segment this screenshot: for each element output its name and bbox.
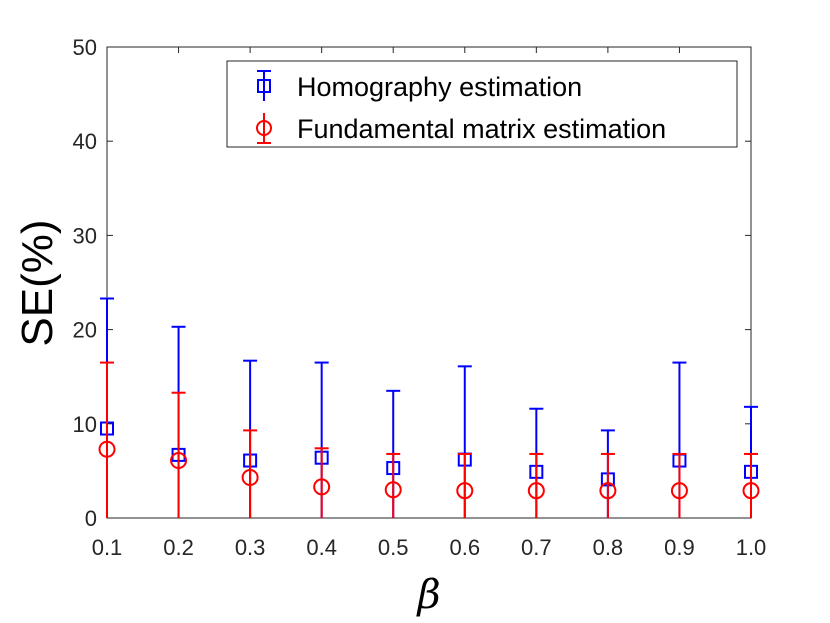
data-point-circle xyxy=(670,482,688,500)
x-tick-label: 0.2 xyxy=(163,535,194,560)
x-axis-label: β xyxy=(415,572,440,618)
data-point-circle xyxy=(170,452,188,470)
legend-label-homography: Homography estimation xyxy=(297,72,582,102)
x-tick-label: 0.4 xyxy=(306,535,337,560)
legend-entry-fundamental: Fundamental matrix estimation xyxy=(256,113,666,144)
y-axis-label: SE(%) xyxy=(13,219,62,346)
y-tick-label: 10 xyxy=(73,412,97,437)
x-axis: 0.1 0.2 0.3 0.4 0.5 0.6 0.7 0.8 0.9 1.0 xyxy=(92,47,767,560)
legend-entry-homography: Homography estimation xyxy=(257,70,582,102)
legend-circle-marker-icon xyxy=(256,120,272,136)
x-tick-label: 0.7 xyxy=(521,535,552,560)
legend-box xyxy=(226,60,738,148)
legend-square-marker-icon xyxy=(257,79,271,93)
x-tick-label: 1.0 xyxy=(736,535,767,560)
data-point-circle xyxy=(527,482,545,500)
data-point-circle xyxy=(241,468,259,486)
data-point-circle xyxy=(98,440,116,458)
x-tick-label: 0.3 xyxy=(235,535,266,560)
y-tick-label: 30 xyxy=(73,223,97,248)
y-tick-label: 40 xyxy=(73,129,97,154)
y-tick-label: 50 xyxy=(73,35,97,60)
data-point-circle xyxy=(599,482,617,500)
x-tick-label: 0.6 xyxy=(449,535,480,560)
data-point-circle xyxy=(313,478,331,496)
data-point-circle xyxy=(742,482,760,500)
legend: Homography estimation Fundamental matrix… xyxy=(226,60,738,148)
series-fundamental xyxy=(98,361,760,518)
x-tick-label: 0.9 xyxy=(664,535,695,560)
legend-label-fundamental: Fundamental matrix estimation xyxy=(297,114,666,144)
x-tick-label: 0.8 xyxy=(593,535,624,560)
x-tick-label: 0.5 xyxy=(378,535,409,560)
x-tick-label: 0.1 xyxy=(92,535,123,560)
data-point-circle xyxy=(456,482,474,500)
y-axis: 0 10 20 30 40 50 xyxy=(73,35,751,531)
y-tick-label: 0 xyxy=(85,506,97,531)
data-point-circle xyxy=(384,481,402,499)
y-tick-label: 20 xyxy=(73,318,97,343)
data-series xyxy=(98,297,760,518)
